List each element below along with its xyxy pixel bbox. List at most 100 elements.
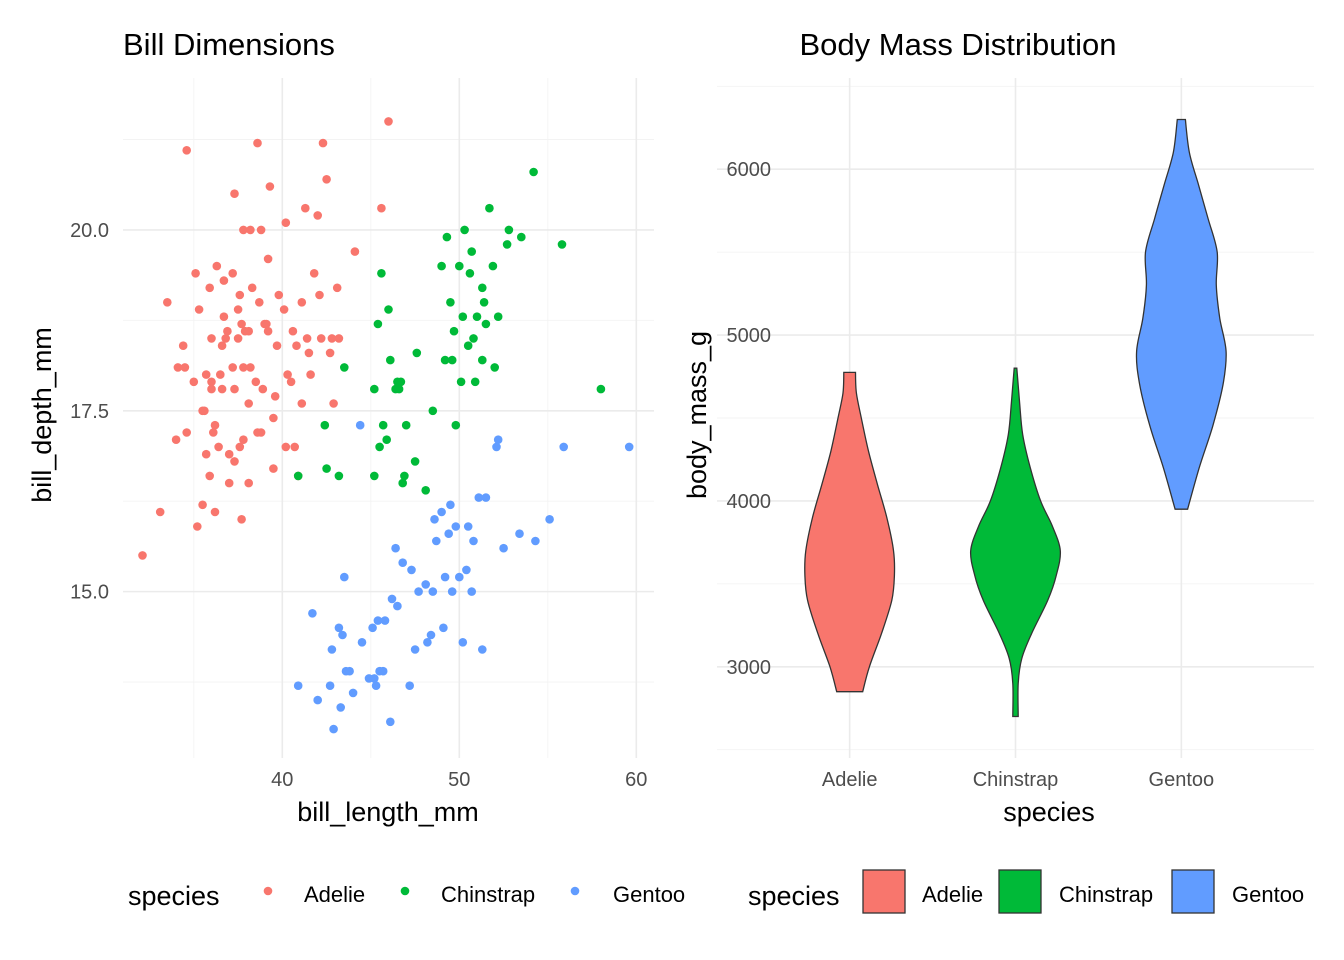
scatter-point-adelie [210, 507, 220, 517]
scatter-point-adelie [286, 377, 296, 387]
scatter-point-adelie [198, 500, 207, 510]
violin-panel: Body Mass Distribution Adelie Chinstrap Ge… [682, 27, 1314, 827]
violin-legend-label-adelie: Adelie [922, 882, 983, 907]
violin-x-tick-labels: Adelie Chinstrap Gentoo [822, 769, 1214, 791]
scatter-point-adelie [228, 363, 237, 372]
scatter-point-gentoo [444, 529, 454, 538]
scatter-point-adelie [269, 464, 278, 473]
scatter-y-tick-label: 17.5 [70, 401, 109, 423]
scatter-point-adelie [246, 225, 255, 235]
scatter-point-chinstrap [421, 486, 431, 495]
scatter-point-gentoo [421, 580, 431, 589]
scatter-point-gentoo [423, 638, 432, 647]
violin-y-tick-label: 4000 [727, 491, 772, 513]
scatter-gridlines [123, 78, 654, 758]
scatter-point-gentoo [492, 442, 501, 452]
scatter-point-gentoo [463, 522, 473, 531]
scatter-point-adelie [201, 449, 211, 459]
scatter-point-adelie [265, 182, 275, 191]
violin-legend-items: Adelie Chinstrap Gentoo [862, 869, 1304, 914]
violin-chinstrap [969, 367, 1062, 718]
scatter-point-gentoo [387, 594, 397, 604]
scatter-x-tick-label: 50 [448, 769, 470, 791]
scatter-point-adelie [263, 254, 273, 264]
scatter-point-adelie [318, 138, 328, 148]
scatter-points [138, 117, 634, 734]
scatter-point-gentoo [398, 558, 408, 567]
scatter-point-chinstrap [398, 478, 408, 488]
scatter-point-gentoo [370, 674, 379, 683]
scatter-point-adelie [163, 298, 172, 307]
scatter-point-adelie [334, 334, 344, 343]
scatter-point-adelie [230, 457, 239, 466]
scatter-point-chinstrap [485, 203, 494, 213]
scatter-point-adelie [316, 334, 326, 343]
violin-legend-key-chinstrap [998, 869, 1042, 914]
scatter-point-gentoo [327, 645, 337, 654]
scatter-point-adelie [182, 146, 191, 155]
scatter-point-gentoo [481, 493, 491, 502]
scatter-point-adelie [325, 348, 335, 358]
scatter-point-chinstrap [340, 363, 349, 372]
scatter-point-adelie [219, 312, 229, 322]
violin-x-tick-label: Gentoo [1149, 769, 1215, 791]
scatter-point-gentoo [478, 645, 487, 654]
scatter-point-gentoo [334, 623, 344, 633]
scatter-legend-key-adelie [263, 886, 273, 896]
scatter-point-chinstrap [467, 247, 477, 256]
scatter-legend-label-chinstrap: Chinstrap [441, 882, 535, 907]
scatter-point-adelie [235, 290, 245, 300]
scatter-point-gentoo [345, 666, 354, 676]
scatter-point-gentoo [325, 681, 335, 690]
scatter-point-adelie [315, 290, 324, 300]
scatter-point-chinstrap [373, 319, 383, 329]
scatter-legend: species Adelie Chinstrap Gentoo [128, 881, 685, 911]
violin-x-tick-label: Chinstrap [973, 769, 1059, 791]
scatter-point-gentoo [428, 587, 438, 596]
scatter-point-adelie [247, 283, 257, 293]
scatter-point-gentoo [329, 724, 338, 734]
scatter-point-chinstrap [394, 384, 404, 394]
scatter-point-adelie [297, 298, 307, 307]
scatter-point-gentoo [348, 688, 358, 698]
scatter-point-adelie [224, 478, 234, 488]
violin-legend-label-chinstrap: Chinstrap [1059, 882, 1153, 907]
violin-legend-label-gentoo: Gentoo [1232, 882, 1304, 907]
scatter-point-adelie [246, 363, 255, 372]
scatter-point-gentoo [559, 442, 568, 452]
scatter-point-adelie [228, 269, 237, 278]
scatter-point-chinstrap [386, 355, 395, 365]
scatter-point-adelie [377, 203, 386, 213]
scatter-point-adelie [138, 551, 147, 560]
scatter-point-adelie [207, 384, 216, 394]
scatter-point-adelie [155, 507, 165, 517]
scatter-point-gentoo [467, 587, 477, 596]
scatter-point-chinstrap [517, 232, 526, 242]
scatter-point-gentoo [393, 601, 402, 611]
scatter-point-chinstrap [504, 225, 514, 235]
scatter-legend-key-chinstrap [400, 886, 410, 896]
scatter-point-adelie [235, 442, 245, 452]
scatter-point-chinstrap [470, 377, 480, 387]
scatter-point-adelie [239, 363, 248, 372]
scatter-point-adelie [350, 247, 360, 256]
scatter-point-chinstrap [437, 261, 446, 271]
scatter-point-gentoo [432, 536, 441, 546]
scatter-point-adelie [189, 377, 199, 387]
scatter-point-chinstrap [449, 326, 459, 336]
scatter-point-gentoo [378, 666, 388, 676]
scatter-point-chinstrap [488, 261, 498, 271]
scatter-point-adelie [207, 377, 216, 387]
scatter-legend-items: Adelie Chinstrap Gentoo [263, 882, 685, 907]
scatter-point-gentoo [462, 565, 471, 575]
scatter-point-adelie [214, 442, 223, 452]
scatter-point-chinstrap [478, 355, 487, 365]
violin-title: Body Mass Distribution [799, 27, 1116, 62]
scatter-point-chinstrap [557, 240, 567, 249]
scatter-point-adelie [292, 341, 301, 351]
scatter-point-adelie [329, 399, 338, 408]
violin-y-tick-label: 6000 [727, 159, 772, 181]
scatter-point-adelie [281, 218, 291, 227]
